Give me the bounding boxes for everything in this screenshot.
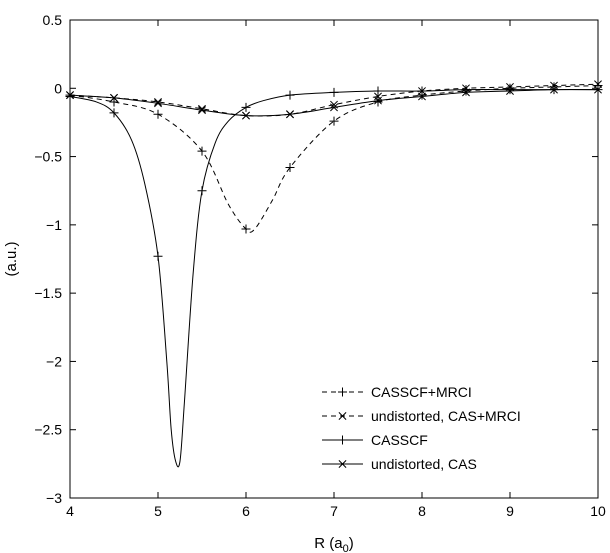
data-point — [374, 96, 382, 105]
legend-marker — [338, 387, 347, 397]
legend-marker — [338, 412, 347, 420]
series-1 — [65, 81, 603, 234]
legend-entry-1: CASSCF+MRCI — [322, 384, 472, 400]
series-4 — [66, 85, 602, 120]
series-layer — [65, 80, 603, 468]
data-point — [66, 91, 74, 100]
series-line — [69, 89, 598, 468]
y-tick-label: −2.5 — [34, 422, 62, 438]
legend-label: undistorted, CAS — [371, 456, 477, 472]
data-point — [330, 103, 338, 112]
legend-label: CASSCF — [371, 432, 428, 448]
y-tick-label: 0.5 — [43, 12, 63, 28]
data-point — [197, 186, 207, 196]
data-point — [286, 110, 294, 119]
data-point — [594, 85, 602, 94]
data-point — [154, 97, 162, 106]
data-point — [242, 111, 250, 120]
legend: CASSCF+MRCI undistorted, CAS+MRCI CASSCF un… — [322, 384, 521, 472]
x-tick-label: 4 — [66, 503, 74, 519]
data-point — [110, 93, 118, 102]
legend-label: CASSCF+MRCI — [371, 384, 472, 400]
y-tick-label: −0.5 — [34, 149, 62, 165]
series-3 — [65, 85, 603, 468]
data-point — [154, 99, 162, 108]
data-point — [153, 109, 163, 119]
data-point — [198, 104, 206, 113]
x-tick-label: 8 — [418, 503, 426, 519]
y-axis-label: (a.u.) — [3, 241, 20, 276]
y-tick-label: 0 — [54, 80, 62, 96]
data-point — [241, 102, 251, 112]
data-point — [241, 224, 251, 234]
x-axis-label: R (a0) — [314, 535, 353, 553]
x-tick-label: 10 — [590, 503, 606, 519]
y-tick-label: −3 — [46, 490, 62, 506]
data-point — [285, 90, 295, 100]
tick-labels: 4 5 6 7 8 9 10 0.5 0 −0.5 −1 −1.5 −2 −2.5 −3 — [34, 12, 606, 519]
x-tick-label: 7 — [330, 503, 338, 519]
y-tick-label: −2 — [46, 353, 62, 369]
axis-ticks — [69, 19, 599, 499]
data-point — [65, 91, 75, 101]
y-tick-label: −1.5 — [34, 285, 62, 301]
y-tick-label: −1 — [46, 217, 62, 233]
legend-entry-2: undistorted, CAS+MRCI — [322, 408, 521, 424]
data-point — [373, 97, 383, 107]
data-point — [198, 106, 206, 115]
x-tick-label: 6 — [242, 503, 250, 519]
data-point — [505, 85, 515, 95]
data-point — [153, 251, 163, 261]
data-point — [462, 88, 470, 97]
data-point — [109, 108, 119, 118]
legend-entry-3: CASSCF — [322, 432, 428, 448]
data-point — [418, 92, 426, 101]
data-point — [550, 85, 558, 94]
legend-entry-4: undistorted, CAS — [322, 456, 477, 472]
data-point — [197, 146, 207, 156]
x-axis-label-subscript: 0 — [343, 543, 349, 553]
data-point — [109, 97, 119, 107]
data-point — [285, 162, 295, 172]
legend-marker — [338, 435, 347, 445]
x-tick-label: 5 — [154, 503, 162, 519]
data-point — [329, 87, 339, 97]
data-point — [329, 116, 339, 126]
x-tick-label: 9 — [506, 503, 514, 519]
series-2 — [66, 80, 602, 120]
data-point — [506, 87, 514, 95]
legend-label: undistorted, CAS+MRCI — [371, 408, 521, 424]
data-point — [417, 86, 427, 96]
data-point — [373, 86, 383, 96]
legend-marker — [338, 460, 347, 468]
